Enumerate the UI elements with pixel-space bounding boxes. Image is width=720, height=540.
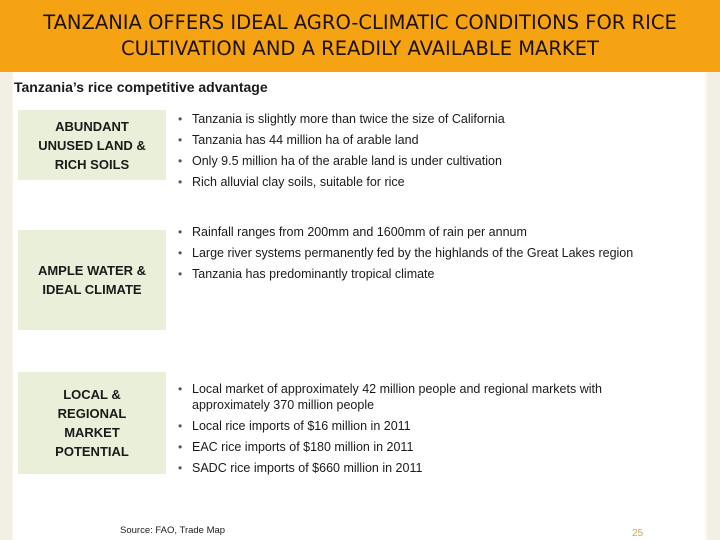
bullet-icon: •	[178, 175, 183, 189]
bullet-icon: •	[178, 419, 183, 433]
bullet-icon: •	[178, 461, 183, 475]
category-label-land: ABUNDANT UNUSED LAND & RICH SOILS	[38, 118, 146, 172]
list-item: • Large river systems permanently fed by …	[178, 246, 634, 260]
list-item: • Only 9.5 million ha of the arable land …	[178, 154, 502, 168]
list-item: • Rich alluvial clay soils, suitable for …	[178, 175, 405, 189]
bullet-icon: •	[178, 154, 183, 168]
list-item: • Local rice imports of $16 million in 20…	[178, 419, 411, 433]
bullet-icon: •	[178, 112, 183, 126]
page-title: TANZANIA OFFERS IDEAL AGRO-CLIMATIC COND…	[43, 11, 677, 60]
list-item: • Local market of approximately 42 millio…	[178, 382, 602, 412]
bullet-icon: •	[178, 246, 183, 260]
bullet-icon: •	[178, 133, 183, 147]
category-box-water: AMPLE WATER & IDEAL CLIMATE	[18, 230, 166, 330]
list-item: • Rainfall ranges from 200mm and 1600mm o…	[178, 225, 527, 239]
list-item: • EAC rice imports of $180 million in 201…	[178, 440, 414, 454]
category-box-land: ABUNDANT UNUSED LAND & RICH SOILS	[18, 110, 166, 180]
bullet-list-land: • Tanzania is slightly more than twice th…	[172, 111, 672, 195]
title-bar: TANZANIA OFFERS IDEAL AGRO-CLIMATIC COND…	[0, 0, 720, 72]
source-note: Source: FAO, Trade Map	[120, 525, 226, 536]
bullet-icon: •	[178, 382, 183, 396]
category-label-market: LOCAL & REGIONAL MARKET POTENTIAL	[55, 387, 129, 459]
bullet-list-market: • Local market of approximately 42 millio…	[172, 381, 672, 481]
bullet-icon: •	[178, 440, 183, 454]
subtitle: Tanzania’s rice competitive advantage	[14, 79, 268, 95]
bullet-icon: •	[178, 225, 183, 239]
list-item: • Tanzania has 44 million ha of arable la…	[178, 133, 419, 147]
list-item: • SADC rice imports of $660 million in 20…	[178, 461, 423, 475]
list-item: • Tanzania has predominantly tropical cli…	[178, 267, 435, 281]
page-number: 25	[632, 528, 644, 539]
category-box-market: LOCAL & REGIONAL MARKET POTENTIAL	[18, 372, 166, 474]
list-item: • Tanzania is slightly more than twice th…	[178, 112, 505, 126]
bullet-icon: •	[178, 267, 183, 281]
bullet-list-water: • Rainfall ranges from 200mm and 1600mm o…	[172, 224, 672, 287]
category-label-water: AMPLE WATER & IDEAL CLIMATE	[37, 263, 147, 297]
